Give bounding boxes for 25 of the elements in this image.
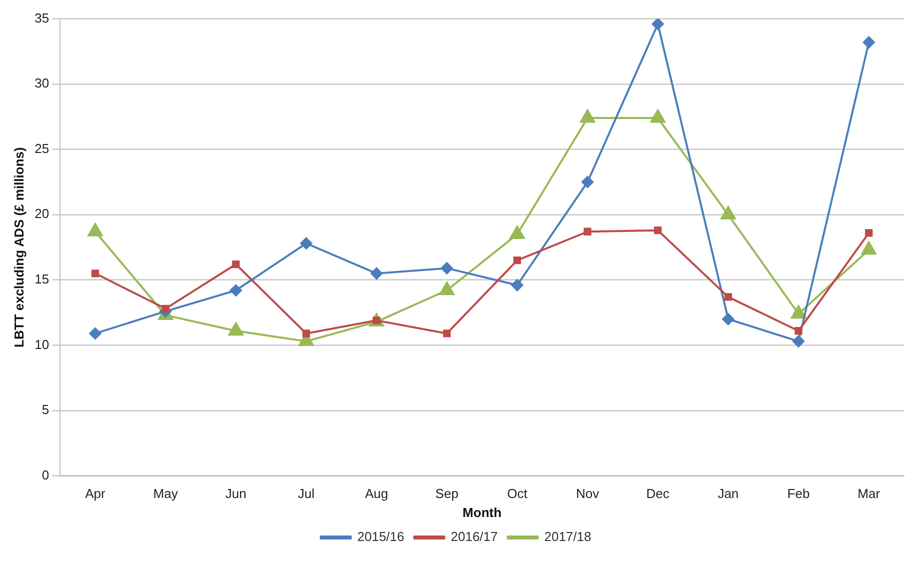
- x-tick-label: Jan: [718, 486, 739, 502]
- x-axis-title: Month: [462, 504, 502, 520]
- y-tick-label: 5: [42, 402, 50, 418]
- y-tick-label: 10: [34, 336, 50, 352]
- x-tick-label: May: [153, 486, 178, 502]
- x-tick-label: Sep: [435, 486, 458, 502]
- x-tick-label: Dec: [646, 486, 670, 502]
- x-tick-label: Mar: [858, 486, 881, 502]
- x-tick-label: Aug: [364, 486, 388, 502]
- legend-label: 2015/16: [357, 529, 404, 544]
- y-axis-title: LBTT excluding ADS (£ millions): [11, 147, 26, 348]
- x-tick-label: Apr: [85, 486, 106, 502]
- y-tick-label: 15: [34, 272, 50, 287]
- y-tick-label: 30: [34, 76, 50, 91]
- legend-label: 2017/18: [544, 529, 592, 544]
- x-tick-label: Jun: [225, 486, 246, 502]
- y-tick-label: 20: [34, 206, 50, 222]
- y-tick-label: 0: [42, 467, 50, 482]
- x-tick-label: Feb: [787, 486, 810, 502]
- legend-label: 2016/17: [450, 529, 498, 544]
- y-tick-label: 25: [34, 140, 50, 156]
- y-tick-label: 35: [34, 10, 50, 26]
- x-tick-label: Jul: [298, 486, 315, 502]
- x-tick-label: Nov: [576, 486, 600, 502]
- x-tick-label: Oct: [507, 486, 528, 502]
